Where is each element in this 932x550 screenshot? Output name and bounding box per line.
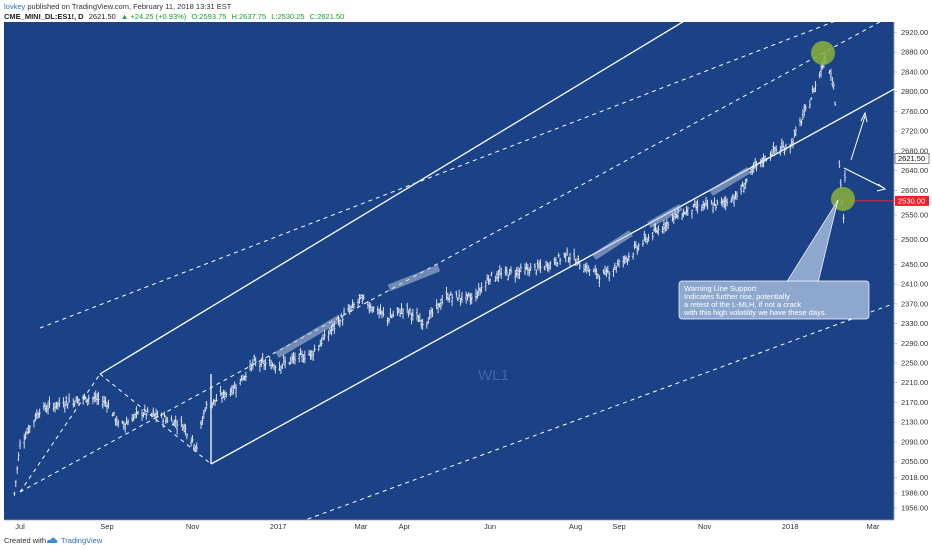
callout-box [678,280,870,320]
price-chart[interactable]: WL1 Warning Line Support Indicates furth… [0,22,932,532]
callout-title: Warning Line Support [684,284,757,293]
y-tick-label: 1986.00 [901,489,928,498]
callout-line-3: with this high volatility we have these … [683,308,827,317]
x-tick-label: Sep [100,522,113,531]
y-tick-label: 2250.00 [901,358,928,367]
highlight-box [387,264,441,292]
callout-line-2: a retest of the L-MLH, if not a crack [684,300,801,309]
y-tick-label: 2410.00 [901,280,928,289]
pitchfork-line [99,22,684,375]
y-tick-label: 2840.00 [901,67,928,76]
x-tick-label: Nov [186,522,200,531]
y-tick-label: 2050.00 [901,457,928,466]
y-tick-label: 2290.00 [901,339,928,348]
y-tick-label: 2680.00 [901,146,928,155]
x-tick-label: Apr [399,522,411,531]
close-text: C:2621.50 [309,12,345,21]
x-tick-label: 2017 [270,522,287,531]
last-price-text: 2621.50 [88,12,116,21]
publish-info: lovkey published on TradingView.com, Feb… [4,2,231,11]
x-tick-label: Aug [569,522,582,531]
alert-price-tag-bg [895,195,929,206]
x-tick-label: Jul [15,522,25,531]
y-tick-label: 2920.00 [901,28,928,37]
y-tick-label: 2720.00 [901,127,928,136]
open-text: O:2593.75 [191,12,227,21]
candle-series[interactable] [13,51,846,496]
y-tick-label: 2210.00 [901,378,928,387]
y-tick-label: 2330.00 [901,319,928,328]
arrow-right-line [843,167,885,189]
pitchfork-dashed-line [19,22,881,493]
y-tick-label: 2880.00 [901,48,928,57]
y-tick-label: 2600.00 [901,186,928,195]
highlight-box [592,230,633,260]
highlight-box [709,167,751,196]
pitchfork-dashed-line [271,304,891,532]
callout-line-1: Indicates further rise, potentially [684,292,790,301]
publish-text: published on TradingView.com, February 1… [27,2,232,11]
arrow-up-line [850,115,866,161]
annotation-callout[interactable]: Warning Line Support Indicates further r… [678,199,870,320]
y-tick-label: 2170.00 [901,398,928,407]
y-tick-label: 2800.00 [901,87,928,96]
watermark-label: WL1 [478,367,509,384]
high-text: H:2637.75 [231,12,267,21]
y-axis-ticks: 2920.00 2880.00 2840.00 2800.00 2760.00 2720.… [894,28,928,513]
created-with-text: Created with [4,536,47,545]
x-tick-label: Mar [867,522,880,531]
pitchfork-line [210,86,899,465]
alert-price-tag-label: 2530.00 [898,197,925,206]
y-tick-label: 2500.00 [901,235,928,244]
arrow-right-head [876,183,887,192]
y-tick-label: 2370.00 [901,299,928,308]
y-tick-label: 1956.00 [901,504,928,513]
last-price-tag: 2621.50 [894,153,930,164]
x-tick-label: Jun [484,522,496,531]
chart-footer: Created with TradingView [0,532,932,550]
alert-price-tag: 2530.00 [895,195,929,206]
time-axis[interactable] [0,520,932,532]
pitchfork-drawings[interactable] [19,22,920,532]
author-name[interactable]: lovkey [4,2,26,11]
plot-area[interactable] [4,22,894,520]
x-tick-label: 2018 [782,522,799,531]
y-tick-label: 2450.00 [901,260,928,269]
arrow-up-head [860,111,868,123]
highlight-box [647,203,683,229]
tradingview-logo-icon [47,537,58,543]
y-tick-label: 2640.00 [901,166,928,175]
chart-header: lovkey published on TradingView.com, Feb… [0,0,932,22]
y-tick-label: 2090.00 [901,437,928,446]
price-axis[interactable] [894,22,932,520]
y-tick-label: 2130.00 [901,418,928,427]
symbol-info: CME_MINI_DL:ES1!, D 2621.50 ▲ +24.25 (+0… [4,12,344,21]
x-tick-label: Mar [354,522,367,531]
x-tick-label: Nov [698,522,712,531]
highlight-box [275,314,342,359]
last-price-tag-bg [894,153,930,164]
highlight-boxes [275,167,751,359]
x-axis-ticks: Jul Sep Nov 2017 Mar Apr Jun Aug Sep Nov 2018 Mar [15,522,880,531]
low-text: L:2530.25 [271,12,305,21]
x-tick-label: Sep [612,522,625,531]
symbol-name: CME_MINI_DL:ES1!, D [4,12,84,21]
y-tick-label: 2550.00 [901,211,928,220]
y-tick-label: 2760.00 [901,107,928,116]
tradingview-brand[interactable]: TradingView [61,536,103,545]
y-tick-label: 2018.00 [901,473,928,482]
change-text: ▲ +24.25 (+0.93%) [120,12,187,21]
peak-circle-marker [811,41,835,65]
last-price-tag-label: 2621.50 [898,154,925,163]
